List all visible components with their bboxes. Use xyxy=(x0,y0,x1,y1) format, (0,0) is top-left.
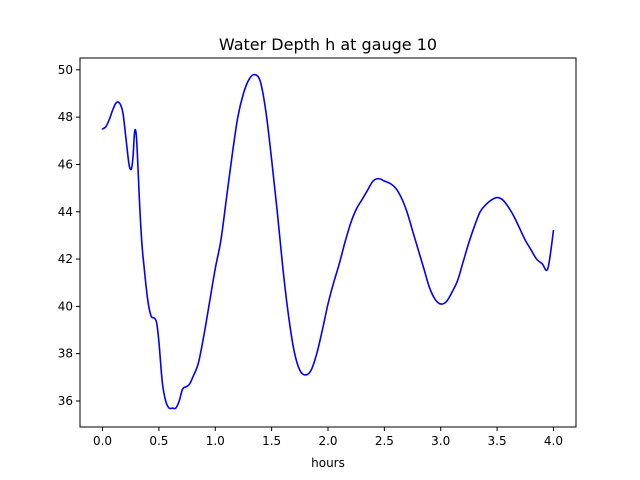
y-tick-label: 40 xyxy=(58,299,73,313)
x-tick-label: 0.0 xyxy=(93,434,112,448)
x-axis-label: hours xyxy=(311,456,345,470)
y-tick-label: 46 xyxy=(58,157,73,171)
y-axis-ticks: 36 38 40 42 44 46 48 50 xyxy=(58,63,80,408)
y-tick-label: 48 xyxy=(58,110,73,124)
x-tick-label: 1.5 xyxy=(262,434,281,448)
series-line xyxy=(101,73,555,410)
x-tick-label: 1.0 xyxy=(206,434,225,448)
x-tick-label: 2.0 xyxy=(318,434,337,448)
chart-title: Water Depth h at gauge 10 xyxy=(219,35,437,54)
x-tick-label: 3.0 xyxy=(431,434,450,448)
x-tick-label: 4.0 xyxy=(544,434,563,448)
series-layer xyxy=(101,73,555,410)
x-axis-ticks: 0.0 0.5 1.0 1.5 2.0 2.5 3.0 3.5 4.0 xyxy=(93,427,563,448)
y-tick-label: 38 xyxy=(58,347,73,361)
y-tick-label: 42 xyxy=(58,252,73,266)
x-tick-label: 0.5 xyxy=(149,434,168,448)
x-tick-label: 3.5 xyxy=(488,434,507,448)
y-tick-label: 44 xyxy=(58,205,73,219)
y-tick-label: 50 xyxy=(58,63,73,77)
x-tick-label: 2.5 xyxy=(375,434,394,448)
y-tick-label: 36 xyxy=(58,394,73,408)
